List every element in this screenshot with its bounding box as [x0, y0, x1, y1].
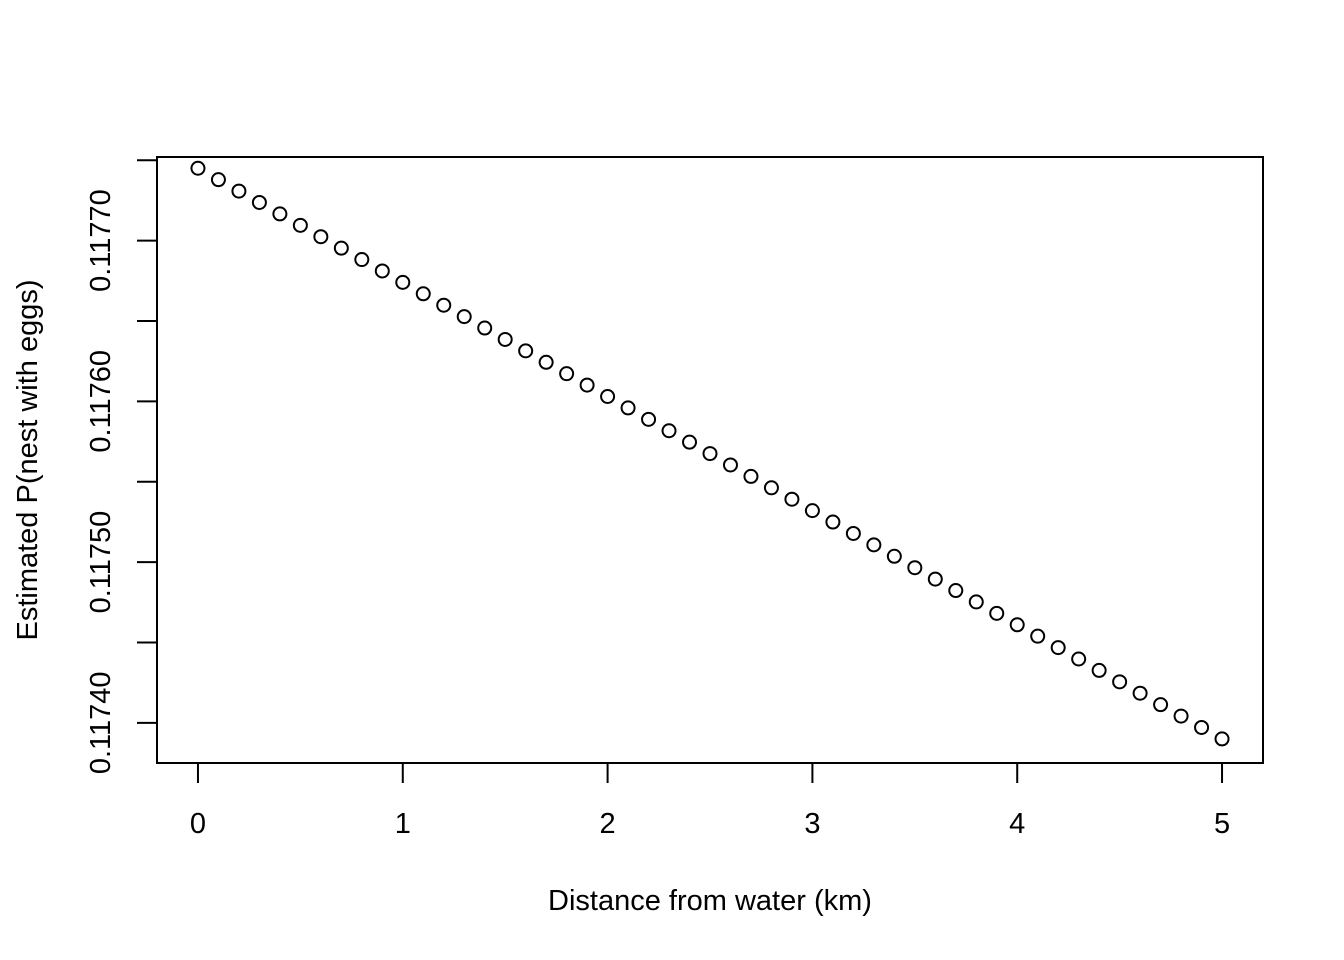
- data-point: [927, 571, 943, 587]
- data-point: [518, 343, 534, 359]
- data-point: [374, 263, 390, 279]
- data-point: [1132, 685, 1148, 701]
- data-point: [313, 229, 329, 245]
- data-point: [1112, 674, 1128, 690]
- x-axis: 0 1 2 3 4 5: [190, 762, 1230, 840]
- data-points: [190, 160, 1230, 747]
- y-axis: 0.11740 0.11750 0.11760 0.11770: [85, 159, 158, 774]
- data-point: [1091, 662, 1107, 678]
- y-tick-label: 0.11750: [85, 511, 117, 614]
- data-point: [1153, 697, 1169, 713]
- data-point: [804, 503, 820, 519]
- x-axis-title: Distance from water (km): [548, 885, 872, 917]
- data-point: [436, 297, 452, 313]
- data-point: [1009, 617, 1025, 633]
- data-point: [866, 537, 882, 553]
- data-point: [661, 423, 677, 439]
- data-point: [968, 594, 984, 610]
- data-point: [210, 172, 226, 188]
- data-point: [948, 583, 964, 599]
- data-point: [477, 320, 493, 336]
- data-point: [559, 366, 575, 382]
- data-point: [1194, 719, 1210, 735]
- data-point: [702, 446, 718, 462]
- data-point: [763, 480, 779, 496]
- data-point: [1050, 640, 1066, 656]
- y-axis-title: Estimated P(nest with eggs): [12, 279, 44, 640]
- x-tick-label: 3: [804, 808, 820, 840]
- data-point: [1071, 651, 1087, 667]
- data-point: [354, 252, 370, 268]
- data-point: [845, 525, 861, 541]
- data-point: [292, 217, 308, 233]
- data-point: [1214, 731, 1230, 747]
- data-point: [886, 548, 902, 564]
- data-point: [272, 206, 288, 222]
- data-point: [456, 309, 472, 325]
- data-point: [415, 286, 431, 302]
- x-tick-label: 2: [600, 808, 616, 840]
- x-tick-label: 1: [395, 808, 411, 840]
- data-point: [231, 183, 247, 199]
- data-point: [579, 377, 595, 393]
- y-tick-label: 0.11760: [85, 350, 117, 453]
- data-point: [784, 491, 800, 507]
- x-tick-label: 5: [1214, 808, 1230, 840]
- data-point: [1173, 708, 1189, 724]
- data-point: [907, 560, 923, 576]
- data-point: [722, 457, 738, 473]
- data-point: [190, 160, 206, 176]
- data-point: [620, 400, 636, 416]
- data-point: [251, 194, 267, 210]
- data-point: [600, 389, 616, 405]
- data-point: [641, 411, 657, 427]
- data-point: [538, 354, 554, 370]
- data-point: [825, 514, 841, 530]
- data-point: [682, 434, 698, 450]
- data-point: [395, 274, 411, 290]
- data-point: [743, 468, 759, 484]
- y-tick-label: 0.11770: [85, 189, 117, 292]
- y-tick-label: 0.11740: [85, 671, 117, 774]
- data-point: [989, 605, 1005, 621]
- data-point: [1030, 628, 1046, 644]
- x-tick-label: 4: [1009, 808, 1025, 840]
- data-point: [333, 240, 349, 256]
- x-tick-label: 0: [190, 808, 206, 840]
- data-point: [497, 331, 513, 347]
